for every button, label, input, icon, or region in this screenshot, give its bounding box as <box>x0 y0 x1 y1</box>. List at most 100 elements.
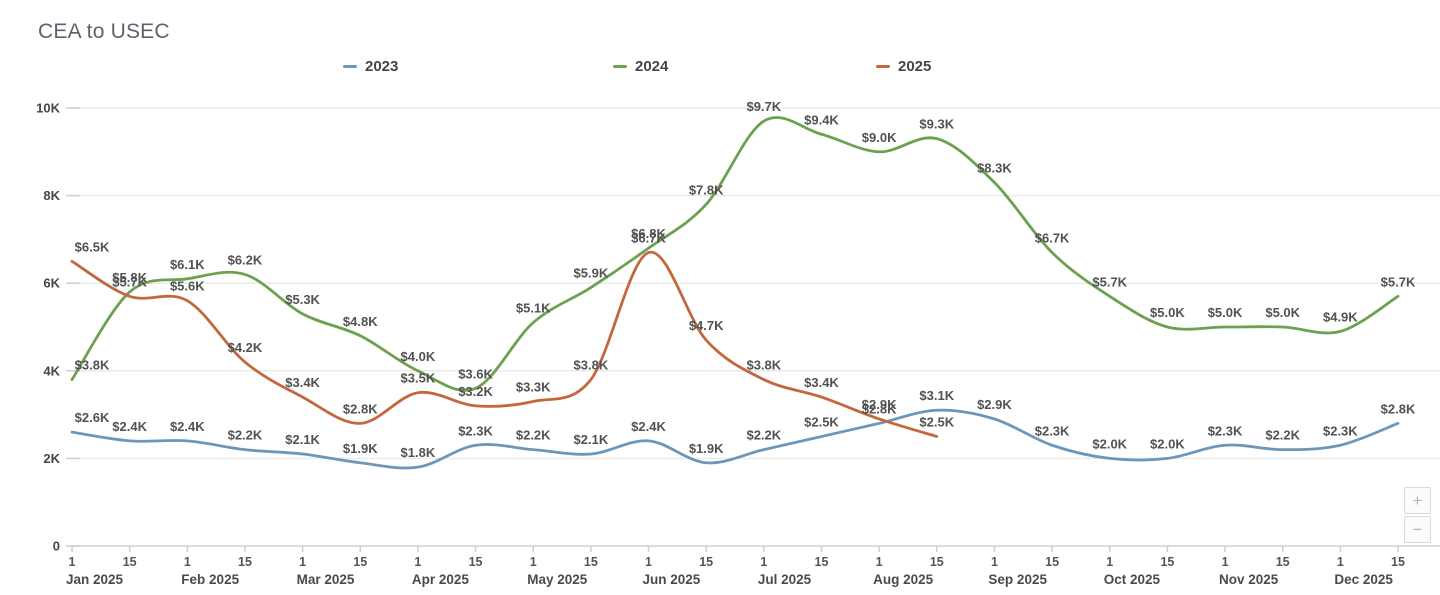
svg-text:10K: 10K <box>36 101 60 116</box>
svg-text:$5.7K: $5.7K <box>112 274 147 289</box>
svg-text:1: 1 <box>414 555 421 569</box>
svg-text:$2.8K: $2.8K <box>1381 401 1416 416</box>
legend-swatch-2025 <box>876 65 890 68</box>
legend-item-2023[interactable]: 2023 <box>343 58 398 75</box>
svg-text:$8.3K: $8.3K <box>977 160 1012 175</box>
svg-text:$9.3K: $9.3K <box>919 117 954 132</box>
svg-text:$2.4K: $2.4K <box>631 419 666 434</box>
svg-text:$1.8K: $1.8K <box>401 445 436 460</box>
svg-text:$3.8K: $3.8K <box>746 358 781 373</box>
svg-text:$3.1K: $3.1K <box>919 388 954 403</box>
svg-text:Dec 2025: Dec 2025 <box>1334 572 1393 587</box>
svg-text:$3.8K: $3.8K <box>574 358 609 373</box>
svg-text:$4.7K: $4.7K <box>689 318 724 333</box>
svg-text:1: 1 <box>1222 555 1229 569</box>
svg-text:$2.3K: $2.3K <box>1323 423 1358 438</box>
svg-text:$5.8K: $5.8K <box>112 270 147 285</box>
svg-text:15: 15 <box>1276 555 1290 569</box>
svg-text:15: 15 <box>584 555 598 569</box>
zoom-in-button[interactable]: + <box>1404 487 1431 514</box>
svg-text:$5.3K: $5.3K <box>285 292 320 307</box>
svg-text:1: 1 <box>1106 555 1113 569</box>
svg-text:$6.2K: $6.2K <box>228 252 263 267</box>
svg-text:15: 15 <box>1160 555 1174 569</box>
chart-legend: 2023 2024 2025 <box>0 58 1440 82</box>
svg-text:15: 15 <box>238 555 252 569</box>
series-line-2025[interactable] <box>70 251 939 438</box>
svg-text:$2.0K: $2.0K <box>1092 436 1127 451</box>
svg-text:$3.5K: $3.5K <box>401 371 436 386</box>
svg-text:$2.0K: $2.0K <box>1150 436 1185 451</box>
svg-text:Jul 2025: Jul 2025 <box>758 572 812 587</box>
svg-text:1: 1 <box>760 555 767 569</box>
svg-text:Sep 2025: Sep 2025 <box>988 572 1047 587</box>
svg-text:$4.2K: $4.2K <box>228 340 263 355</box>
svg-text:15: 15 <box>815 555 829 569</box>
svg-text:$6.1K: $6.1K <box>170 257 205 272</box>
svg-text:$2.1K: $2.1K <box>285 432 320 447</box>
svg-text:$2.2K: $2.2K <box>516 428 551 443</box>
svg-text:$2.8K: $2.8K <box>862 401 897 416</box>
svg-text:$4.9K: $4.9K <box>1323 309 1358 324</box>
svg-text:$6.7K: $6.7K <box>1035 231 1070 246</box>
x-axis <box>70 545 1440 552</box>
svg-text:4K: 4K <box>43 363 60 378</box>
svg-text:$6.8K: $6.8K <box>631 226 666 241</box>
svg-text:$2.3K: $2.3K <box>1035 423 1070 438</box>
svg-text:$2.9K: $2.9K <box>977 397 1012 412</box>
svg-text:0: 0 <box>53 539 60 554</box>
minus-icon: − <box>1412 520 1423 539</box>
svg-text:1: 1 <box>184 555 191 569</box>
svg-text:$5.0K: $5.0K <box>1265 305 1300 320</box>
gridlines <box>66 107 1440 547</box>
legend-label-2023: 2023 <box>365 58 399 75</box>
svg-text:$6.5K: $6.5K <box>75 239 110 254</box>
svg-text:$2.5K: $2.5K <box>804 415 839 430</box>
series-value-labels-2023: $2.6K$2.4K $2.4K$2.2K $2.1K$1.9K $1.8K$2.3K… <box>75 388 1416 460</box>
svg-text:$2.8K: $2.8K <box>343 401 378 416</box>
series-line-2024[interactable] <box>70 116 1400 392</box>
svg-text:$9.7K: $9.7K <box>746 99 781 114</box>
series-value-labels-2025: $6.5K $5.7K $5.6K $4.2K $3.4K $2.8K $3.5K $3.2K… <box>75 231 955 430</box>
svg-text:$3.4K: $3.4K <box>285 375 320 390</box>
legend-item-2025[interactable]: 2025 <box>876 58 931 75</box>
svg-text:$2.3K: $2.3K <box>458 423 493 438</box>
svg-text:$2.6K: $2.6K <box>75 410 110 425</box>
svg-text:15: 15 <box>930 555 944 569</box>
svg-text:15: 15 <box>1391 555 1405 569</box>
svg-text:Jun 2025: Jun 2025 <box>643 572 701 587</box>
svg-text:1: 1 <box>299 555 306 569</box>
svg-text:$3.8K: $3.8K <box>75 358 110 373</box>
svg-text:$3.2K: $3.2K <box>458 384 493 399</box>
svg-text:Feb 2025: Feb 2025 <box>181 572 239 587</box>
svg-text:$3.3K: $3.3K <box>516 379 551 394</box>
legend-swatch-2024 <box>613 65 627 68</box>
svg-text:Mar 2025: Mar 2025 <box>297 572 355 587</box>
svg-text:$2.4K: $2.4K <box>112 419 147 434</box>
svg-text:15: 15 <box>1045 555 1059 569</box>
svg-text:15: 15 <box>699 555 713 569</box>
legend-swatch-2023 <box>343 65 357 68</box>
legend-item-2024[interactable]: 2024 <box>613 58 668 75</box>
svg-text:$5.0K: $5.0K <box>1208 305 1243 320</box>
svg-text:Jan 2025: Jan 2025 <box>66 572 124 587</box>
svg-text:$9.4K: $9.4K <box>804 112 839 127</box>
legend-label-2025: 2025 <box>898 58 932 75</box>
svg-text:$2.1K: $2.1K <box>574 432 609 447</box>
svg-text:$4.8K: $4.8K <box>343 314 378 329</box>
svg-text:$9.0K: $9.0K <box>862 130 897 145</box>
svg-text:$5.7K: $5.7K <box>1092 274 1127 289</box>
svg-text:$2.3K: $2.3K <box>1208 423 1243 438</box>
svg-text:2K: 2K <box>43 451 60 466</box>
series-line-2023[interactable] <box>70 408 1400 470</box>
svg-text:$5.1K: $5.1K <box>516 301 551 316</box>
svg-text:$7.8K: $7.8K <box>689 182 724 197</box>
zoom-out-button[interactable]: − <box>1404 516 1431 543</box>
svg-text:$5.9K: $5.9K <box>574 266 609 281</box>
series-value-labels-2024: $3.8K $5.8K $6.1K $6.2K $5.3K $4.8K $4.0K $3.6K… <box>75 99 1416 381</box>
svg-text:1: 1 <box>645 555 652 569</box>
svg-text:Nov 2025: Nov 2025 <box>1219 572 1279 587</box>
svg-text:$2.4K: $2.4K <box>170 419 205 434</box>
svg-text:May 2025: May 2025 <box>527 572 588 587</box>
